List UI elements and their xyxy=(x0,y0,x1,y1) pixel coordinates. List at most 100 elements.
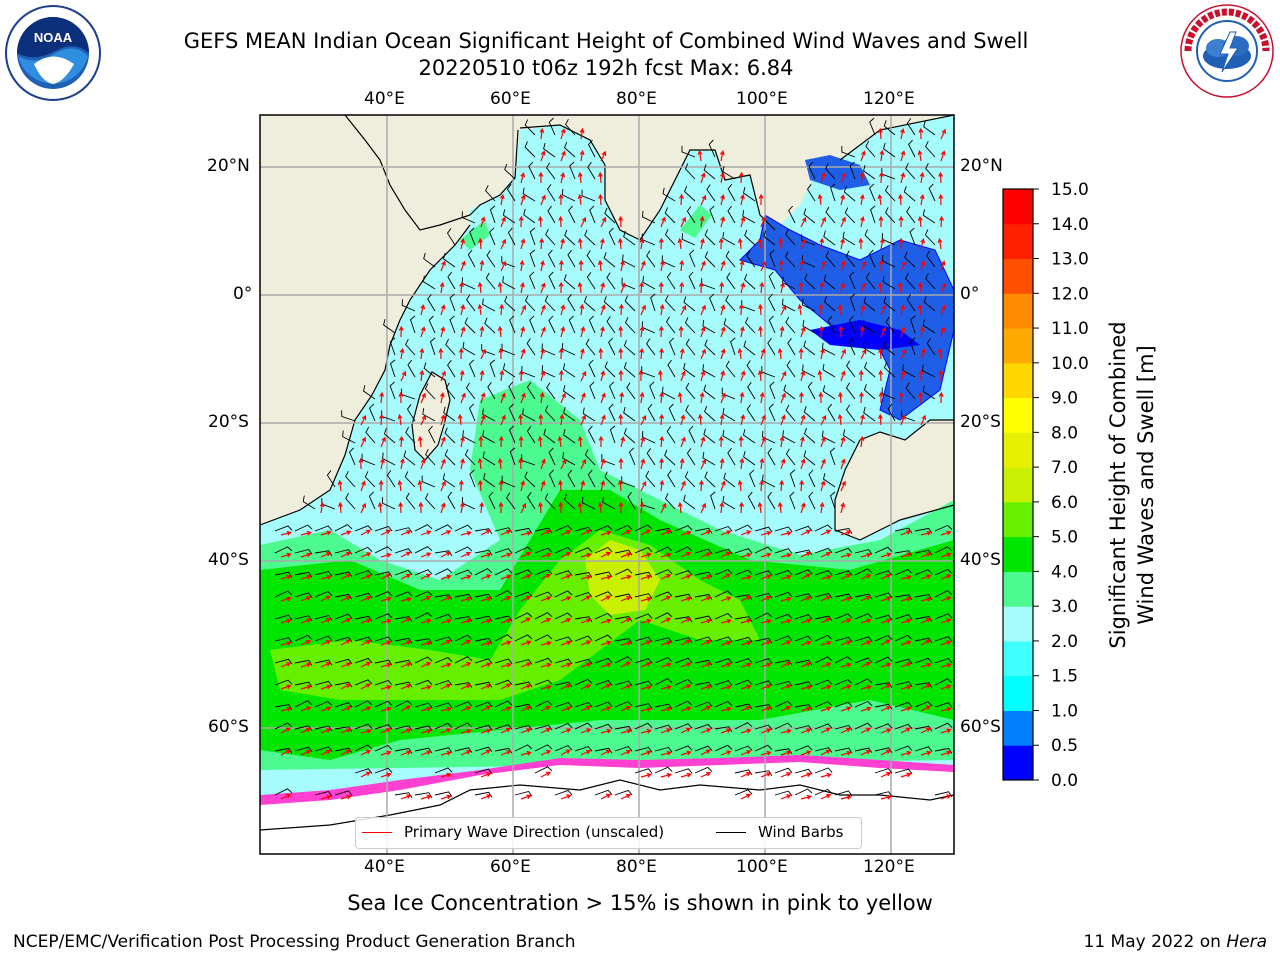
wave-direction-arrow xyxy=(720,392,726,404)
wave-direction-arrow xyxy=(580,326,586,338)
wave-direction-arrow xyxy=(600,618,612,624)
wind-barb xyxy=(834,701,853,708)
wind-barb xyxy=(763,230,776,246)
wind-barb xyxy=(842,429,856,444)
wind-barb xyxy=(774,790,793,797)
wave-direction-arrow xyxy=(360,436,366,448)
wave-direction-arrow xyxy=(540,304,546,316)
wave-direction-arrow xyxy=(340,749,352,756)
wave-direction-arrow xyxy=(940,552,952,558)
wave-direction-arrow xyxy=(440,551,452,558)
wind-barb xyxy=(664,207,676,224)
wind-barb xyxy=(534,634,553,642)
wave-direction-arrow xyxy=(440,706,452,712)
wave-direction-arrow xyxy=(579,127,585,140)
wind-barb xyxy=(684,163,696,180)
wind-barb xyxy=(414,656,433,664)
wave-direction-arrow xyxy=(560,596,572,602)
wave-direction-arrow xyxy=(780,705,792,712)
wave-direction-arrow xyxy=(400,750,412,756)
legend-label-wave-direction: Primary Wave Direction (unscaled) xyxy=(404,823,665,841)
wind-barb xyxy=(854,568,873,576)
wave-direction-arrow xyxy=(340,595,352,602)
wind-barb xyxy=(601,454,616,466)
wind-barb xyxy=(544,405,556,422)
wind-barb xyxy=(794,681,813,688)
wave-direction-arrow xyxy=(740,414,746,426)
wind-barb xyxy=(381,497,396,510)
wind-barb xyxy=(534,744,553,752)
wave-direction-arrow xyxy=(880,639,891,646)
wind-barb xyxy=(604,471,616,488)
wave-direction-arrow xyxy=(699,215,705,228)
legend-label-wind-barbs: Wind Barbs xyxy=(758,823,844,841)
wave-direction-arrow xyxy=(640,662,652,668)
wave-direction-arrow xyxy=(760,640,772,646)
colorbar-label: Significant Height of Combined Wind Wave… xyxy=(1106,321,1158,648)
wind-barb xyxy=(785,228,796,246)
wind-barb xyxy=(702,451,716,466)
wind-barb xyxy=(814,634,833,642)
wave-direction-arrow xyxy=(720,551,732,558)
wave-direction-arrow xyxy=(739,457,745,470)
wind-barb xyxy=(694,766,713,774)
wave-direction-arrow xyxy=(699,391,705,404)
wind-barb xyxy=(314,550,333,557)
wind-barb xyxy=(783,384,796,400)
wind-barb xyxy=(714,680,733,686)
wave-direction-arrow xyxy=(597,171,603,184)
wave-direction-arrow xyxy=(320,530,332,536)
wind-barb xyxy=(688,425,696,444)
wind-barb xyxy=(722,232,736,246)
wind-barb xyxy=(334,702,353,708)
wave-direction-arrow xyxy=(660,750,672,756)
wind-barb xyxy=(623,428,636,444)
wave-direction-arrow xyxy=(917,215,923,228)
wind-barb xyxy=(761,430,776,444)
wind-barb xyxy=(874,791,893,797)
wave-direction-arrow xyxy=(780,684,792,690)
wave-direction-arrow xyxy=(798,347,804,360)
wind-barb xyxy=(734,722,753,730)
wind-barb xyxy=(554,636,573,643)
wave-direction-arrow xyxy=(538,215,543,228)
wind-barb xyxy=(454,682,473,688)
wind-barb xyxy=(383,428,396,444)
wave-direction-arrow xyxy=(420,304,426,316)
wave-direction-arrow xyxy=(878,171,884,184)
wind-barb xyxy=(863,406,876,422)
wave-direction-arrow xyxy=(400,794,412,800)
wave-direction-arrow xyxy=(819,501,825,514)
wind-barb xyxy=(585,338,596,356)
wave-direction-arrow xyxy=(800,772,812,778)
wind-barb xyxy=(429,337,436,356)
wind-barb xyxy=(694,723,713,730)
wind-barb xyxy=(641,430,656,444)
wave-direction-arrow xyxy=(720,194,725,206)
wave-direction-arrow xyxy=(898,193,903,206)
wind-barb xyxy=(394,616,413,622)
wave-direction-arrow xyxy=(917,303,923,316)
wave-direction-arrow xyxy=(840,662,852,668)
wind-barb xyxy=(785,404,796,422)
wind-barb xyxy=(474,724,493,731)
wave-direction-arrow xyxy=(480,749,491,756)
wave-direction-arrow xyxy=(738,435,744,448)
wave-direction-arrow xyxy=(618,303,624,316)
wind-barb xyxy=(482,408,496,422)
wave-direction-arrow xyxy=(900,326,906,338)
wave-direction-arrow xyxy=(860,171,865,184)
wave-direction-arrow xyxy=(760,216,766,228)
wind-barb xyxy=(664,449,676,466)
wave-direction-arrow xyxy=(760,662,772,668)
wind-barb xyxy=(546,184,556,202)
wind-barb xyxy=(314,725,333,732)
wave-direction-arrow xyxy=(719,149,725,162)
wave-direction-arrow xyxy=(780,370,787,382)
wave-direction-arrow xyxy=(858,391,864,404)
wind-barb xyxy=(823,295,836,312)
wave-direction-arrow xyxy=(880,326,886,338)
wave-direction-arrow xyxy=(700,662,712,668)
wave-direction-arrow xyxy=(640,458,646,470)
wave-direction-arrow xyxy=(520,640,532,646)
